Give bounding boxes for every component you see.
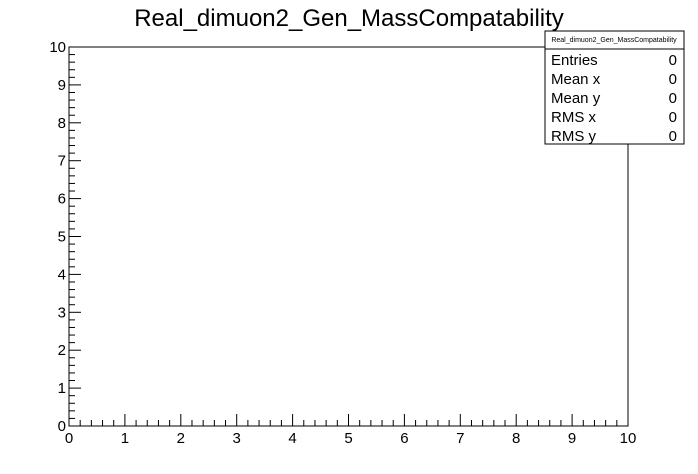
stats-rms-x-label: RMS x [551, 109, 597, 126]
y-tick-label: 0 [58, 418, 66, 435]
stats-mean-y-label: Mean y [551, 90, 601, 107]
y-tick-label: 9 [58, 77, 66, 94]
axes: 0 1 2 3 4 5 6 7 8 9 10 0 1 2 3 4 5 6 7 8 9 10 [49, 39, 636, 447]
y-tick-label: 3 [58, 304, 66, 321]
x-tick-label: 2 [177, 430, 185, 447]
stats-box-title: Real_dimuon2_Gen_MassCompatability [551, 37, 677, 44]
x-tick-label: 10 [620, 430, 637, 447]
stats-entries-value: 0 [669, 52, 677, 69]
y-tick-label: 8 [58, 115, 66, 132]
stats-mean-x-label: Mean x [551, 71, 601, 88]
chart-title: Real_dimuon2_Gen_MassCompatability [134, 5, 564, 32]
y-tick-label: 6 [58, 191, 66, 208]
stats-mean-x-value: 0 [669, 71, 677, 88]
x-tick-label: 4 [288, 430, 296, 447]
stats-box-frame [544, 30, 685, 145]
stats-box: Real_dimuon2_Gen_MassCompatability Entri… [544, 30, 685, 145]
y-tick-label: 5 [58, 229, 66, 246]
stats-rms-y-value: 0 [669, 128, 677, 145]
x-tick-label: 0 [65, 430, 73, 447]
y-tick-label: 4 [58, 266, 66, 283]
x-tick-label: 7 [456, 430, 464, 447]
y-tick-label: 7 [58, 153, 66, 170]
x-tick-label: 3 [233, 430, 241, 447]
x-tick-label: 6 [400, 430, 408, 447]
stats-mean-y-value: 0 [669, 90, 677, 107]
x-tick-label: 1 [121, 430, 129, 447]
plot-frame [68, 46, 629, 427]
x-tick-label: 5 [344, 430, 352, 447]
y-tick-label: 1 [58, 380, 66, 397]
y-tick-label: 2 [58, 342, 66, 359]
x-tick-label: 8 [512, 430, 520, 447]
stats-rms-y-label: RMS y [551, 128, 597, 145]
stats-rms-x-value: 0 [669, 109, 677, 126]
x-tick-label: 9 [568, 430, 576, 447]
y-tick-label: 10 [49, 39, 66, 56]
stats-entries-label: Entries [551, 52, 598, 69]
